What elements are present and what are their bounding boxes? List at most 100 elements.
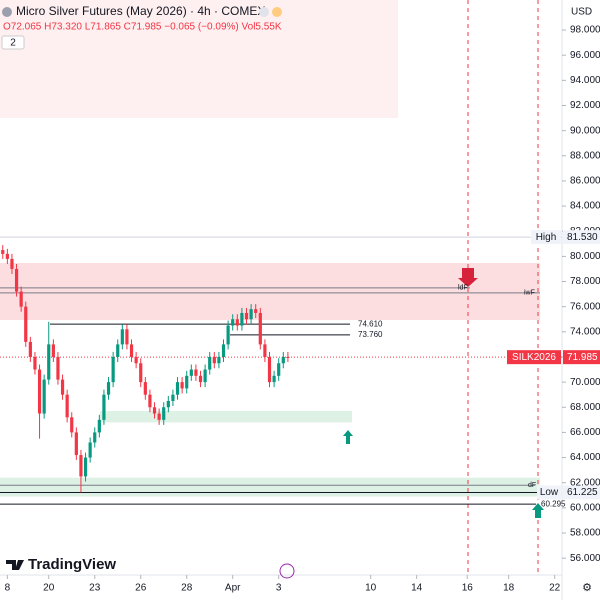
candle-body bbox=[116, 344, 120, 357]
y-tick-label: 90.000 bbox=[570, 125, 600, 136]
candle-body bbox=[134, 356, 138, 364]
candle-body bbox=[24, 306, 28, 342]
level-name-badge bbox=[507, 350, 561, 365]
y-tick-label: 56.000 bbox=[570, 553, 600, 564]
y-tick-label: 86.000 bbox=[570, 176, 600, 187]
x-tick-label: 16 bbox=[462, 583, 474, 594]
candle-body bbox=[5, 253, 9, 259]
candle-body bbox=[185, 375, 189, 389]
x-tick-label: 26 bbox=[135, 583, 147, 594]
x-tick-label: Apr bbox=[225, 583, 241, 594]
symbol-icon bbox=[2, 7, 12, 17]
x-tick-label: 23 bbox=[89, 583, 101, 594]
candle-body bbox=[254, 309, 258, 313]
candle-body bbox=[37, 369, 42, 414]
level-name: ldF bbox=[458, 285, 468, 292]
candle-body bbox=[249, 309, 253, 320]
level-label: 74.610 bbox=[358, 319, 383, 328]
candle-body bbox=[258, 312, 262, 345]
y-tick-label: 84.000 bbox=[570, 201, 600, 212]
candle-body bbox=[235, 319, 239, 326]
candle-body bbox=[88, 442, 92, 458]
candle-body bbox=[198, 375, 203, 383]
level-label: 73.760 bbox=[358, 330, 383, 339]
candle-body bbox=[157, 413, 161, 420]
candle-body bbox=[221, 344, 226, 357]
candle-body bbox=[267, 356, 272, 383]
ohlc: O72.065 H73.320 L71.865 C71.985 −0.065 (… bbox=[3, 22, 282, 33]
header-box bbox=[0, 0, 398, 118]
y-tick-label: 58.000 bbox=[570, 528, 600, 539]
candle-body bbox=[93, 432, 97, 443]
candle-body bbox=[203, 369, 207, 383]
candle-body bbox=[47, 344, 51, 380]
logo-mark bbox=[6, 560, 24, 570]
candle-body bbox=[19, 291, 23, 307]
candle-body bbox=[286, 356, 290, 358]
candle-body bbox=[281, 356, 285, 364]
candle-body bbox=[120, 329, 124, 345]
zone bbox=[0, 477, 540, 497]
candle-body bbox=[28, 341, 32, 357]
candle-body bbox=[79, 455, 83, 477]
y-tick-label: 66.000 bbox=[570, 427, 600, 438]
candle-body bbox=[175, 382, 180, 395]
candle-body bbox=[14, 268, 19, 292]
y-axis-label: USD bbox=[571, 7, 592, 18]
candle-body bbox=[189, 369, 193, 376]
candle-body bbox=[148, 394, 152, 408]
y-tick-label: 94.000 bbox=[570, 75, 600, 86]
x-tick-label: 8 bbox=[5, 583, 11, 594]
indicator-count[interactable]: 2 bbox=[10, 38, 16, 49]
x-tick-label: 18 bbox=[503, 583, 515, 594]
arrow-up bbox=[343, 430, 353, 444]
candle-body bbox=[226, 325, 230, 345]
level-badge bbox=[563, 230, 600, 245]
zone bbox=[0, 263, 540, 321]
x-tick-label: 3 bbox=[276, 583, 282, 594]
level-name: dF bbox=[528, 482, 536, 489]
candle-body bbox=[51, 344, 55, 357]
level-name: Low bbox=[540, 487, 559, 498]
indicator-toggle[interactable] bbox=[1, 35, 25, 50]
event-icon[interactable] bbox=[279, 563, 295, 579]
candle-body bbox=[125, 329, 129, 345]
y-tick-label: 64.000 bbox=[570, 452, 600, 463]
candle-body bbox=[83, 457, 88, 477]
candle-body bbox=[60, 379, 65, 395]
settings-icon[interactable]: ⚙ bbox=[582, 582, 592, 594]
y-tick-label: 98.000 bbox=[570, 25, 600, 36]
candle-body bbox=[102, 394, 106, 420]
candle-body bbox=[139, 363, 143, 383]
y-tick-label: 76.000 bbox=[570, 301, 600, 312]
candle-body bbox=[33, 356, 37, 370]
level-badge bbox=[563, 350, 600, 365]
candle-body bbox=[180, 382, 184, 389]
x-tick-label: 14 bbox=[411, 583, 423, 594]
flag-icon bbox=[259, 7, 269, 17]
x-tick-label: 28 bbox=[181, 583, 193, 594]
y-tick-label: 78.000 bbox=[570, 276, 600, 287]
zone bbox=[100, 411, 352, 423]
y-tick-label: 74.000 bbox=[570, 326, 600, 337]
chart-title: Micro Silver Futures (May 2026) · 4h · C… bbox=[16, 4, 265, 18]
candle-body bbox=[56, 356, 60, 380]
level-label: 61.225 bbox=[567, 487, 598, 498]
candle-body bbox=[212, 356, 216, 364]
candle-body bbox=[74, 432, 78, 456]
candle-body bbox=[106, 382, 111, 395]
level-name: iwF bbox=[524, 290, 535, 297]
level-label: 71.985 bbox=[567, 352, 598, 363]
x-tick-label: 22 bbox=[549, 583, 561, 594]
candle-body bbox=[244, 312, 249, 320]
arrow-down bbox=[458, 268, 478, 287]
x-tick-label: 10 bbox=[365, 583, 377, 594]
level-label: 81.530 bbox=[567, 232, 598, 243]
y-tick-label: 70.000 bbox=[570, 377, 600, 388]
candle-body bbox=[194, 369, 198, 376]
candle-body bbox=[65, 394, 69, 418]
y-tick-label: 96.000 bbox=[570, 50, 600, 61]
level-name-badge bbox=[531, 230, 561, 245]
candle-body bbox=[217, 356, 221, 364]
arrow-up bbox=[532, 503, 544, 518]
